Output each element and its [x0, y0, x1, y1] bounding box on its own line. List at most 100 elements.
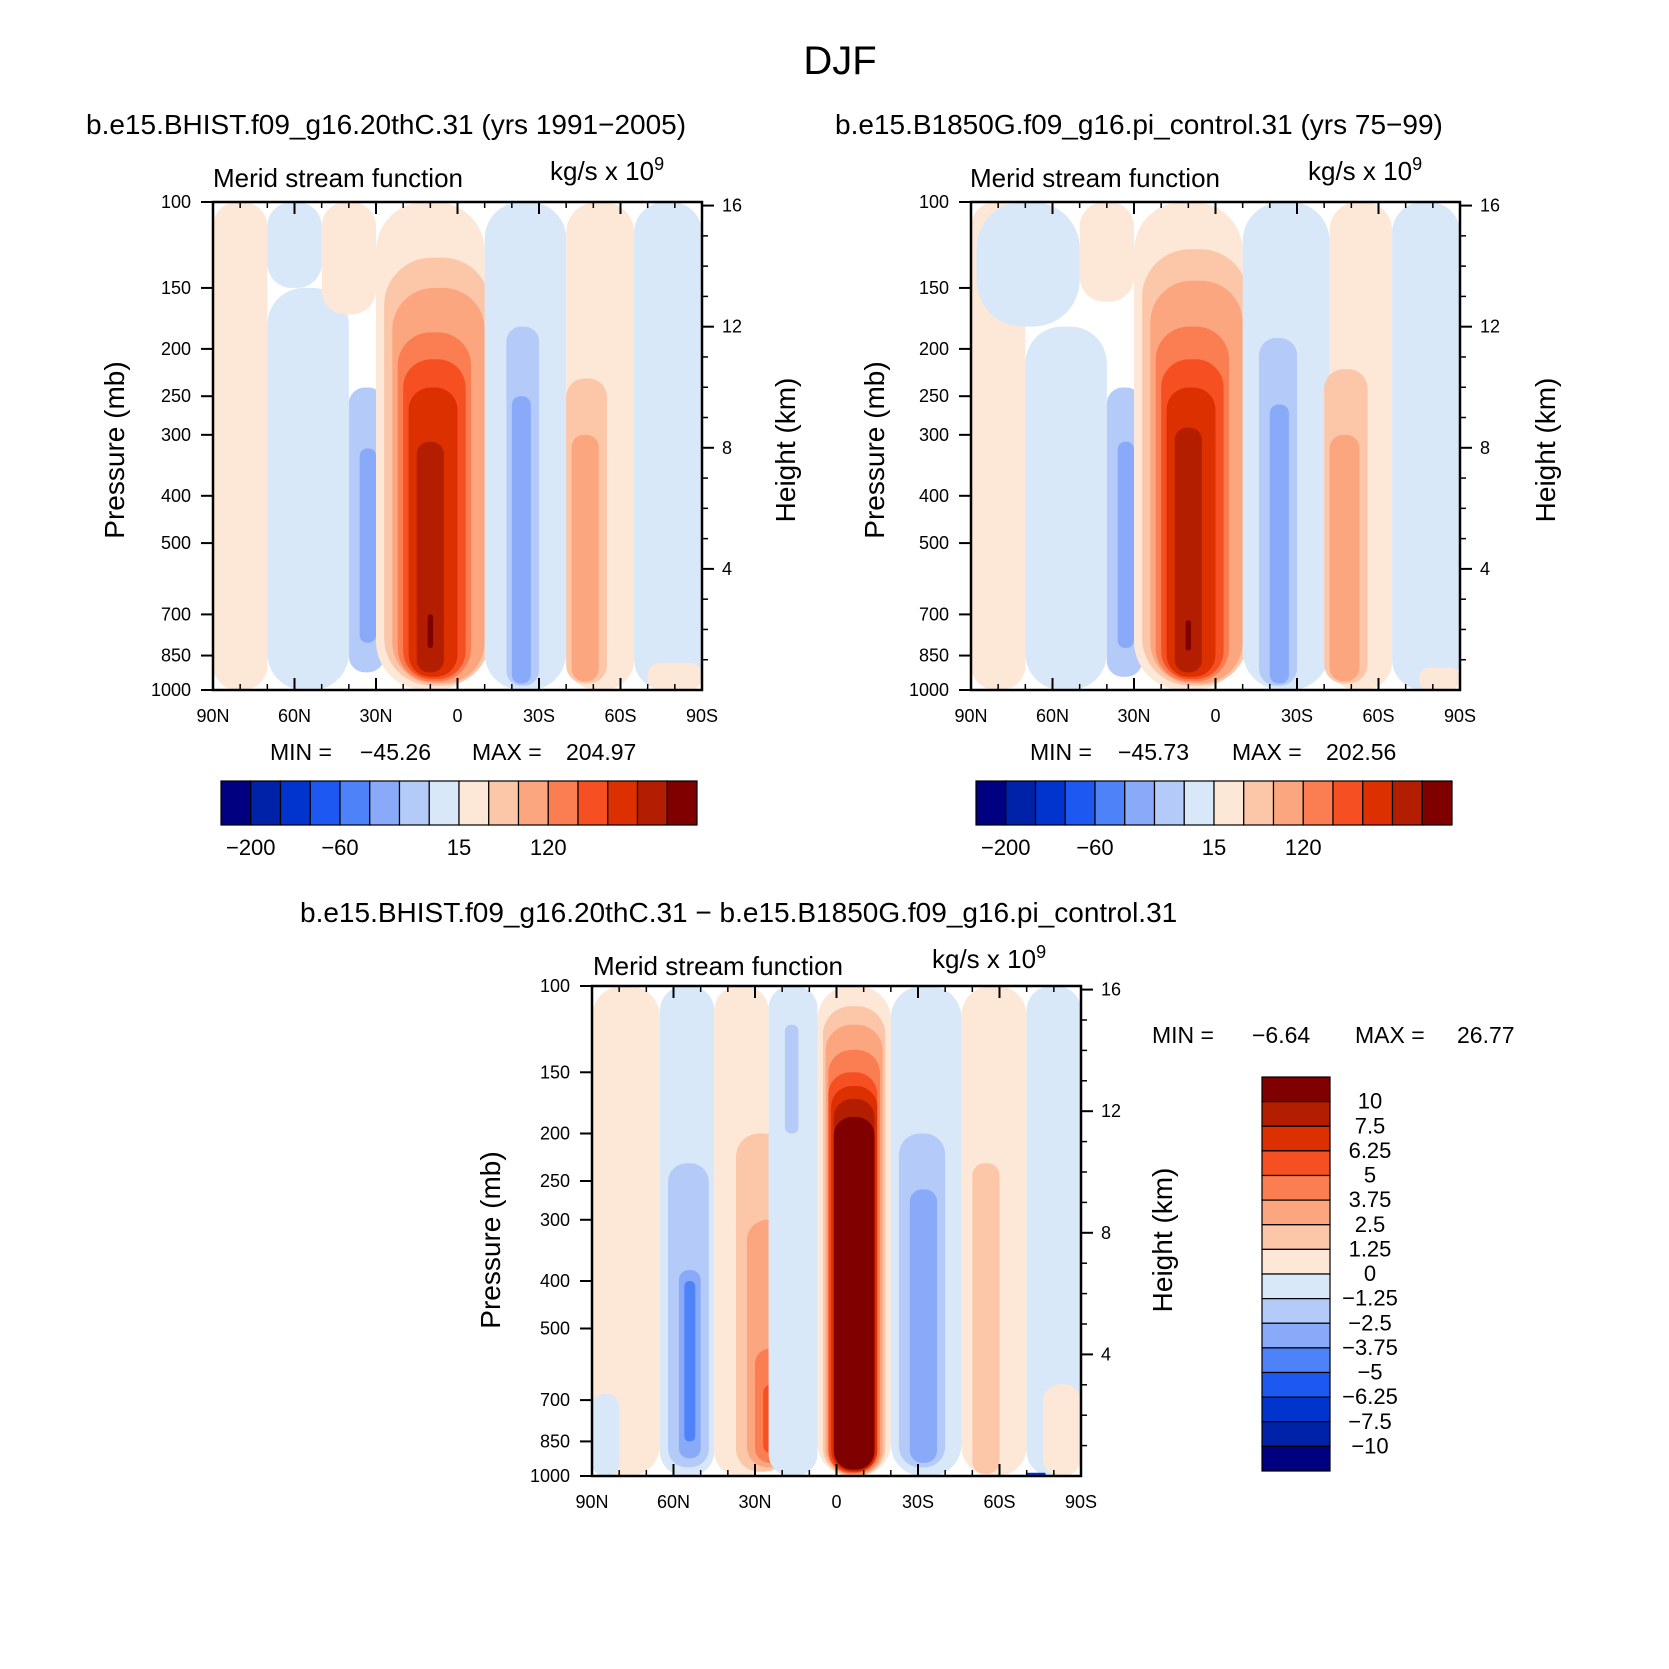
- left-contour-19: [571, 434, 599, 682]
- right-ytick-label: 100: [919, 192, 949, 212]
- left-colorbar-box: [309, 780, 341, 826]
- right-colorbar-box: [1124, 780, 1156, 826]
- right-colorbar-box: [1421, 780, 1453, 826]
- diff-contour-11: [768, 986, 818, 1476]
- left-colorbar-box: [517, 780, 549, 826]
- left-contour-5: [359, 448, 376, 643]
- right-colorbar-box: [1183, 780, 1215, 826]
- right-ytick-label: 700: [919, 604, 949, 624]
- left-colorbar-label: 120: [530, 835, 567, 860]
- diff-colorbar-box: [1261, 1248, 1331, 1275]
- diff-colorbar-box: [1261, 1298, 1331, 1324]
- left-xtick-label: 60S: [604, 706, 636, 726]
- diff-panel: Merid stream function kg/s x 109 90N 60N 3…: [475, 942, 1515, 1512]
- right-units: kg/s x 109: [1308, 154, 1422, 186]
- left-colorbar-label: 15: [447, 835, 471, 860]
- right-ytick-label: 1000: [909, 680, 949, 700]
- diff-contour-26: [1026, 986, 1081, 1476]
- right-colorbar-box: [1302, 780, 1334, 826]
- left-colorbar-box: [339, 780, 371, 826]
- diff-xtick-label: 60N: [657, 1492, 690, 1512]
- diff-plot-title: Merid stream function: [593, 951, 843, 981]
- diff-ytick-label: 1000: [530, 1466, 570, 1486]
- right-xtick-label: 0: [1210, 706, 1220, 726]
- right-colorbar-box: [1005, 780, 1037, 826]
- figure-title: DJF: [803, 39, 876, 83]
- diff-colorbar-label: 7.5: [1355, 1113, 1386, 1138]
- right-colorbar-box: [1034, 780, 1066, 826]
- right-ytick-label: 500: [919, 533, 949, 553]
- diff-contour-25: [972, 1163, 1000, 1474]
- right-colorbar-label: 15: [1202, 835, 1226, 860]
- diff-colorbar-label: 10: [1358, 1089, 1382, 1114]
- right-y2tick-label: 12: [1480, 317, 1500, 337]
- diff-xtick-label: 60S: [983, 1492, 1015, 1512]
- right-contour-5: [1117, 441, 1134, 648]
- left-contour-2: [267, 287, 349, 690]
- diff-contour-1: [592, 1393, 620, 1476]
- left-colorbar-box: [547, 780, 579, 826]
- left-colorbar-box: [577, 780, 609, 826]
- right-ytick-label: 150: [919, 278, 949, 298]
- right-max-label: MAX =: [1232, 739, 1302, 765]
- diff-colorbar-label: 2.5: [1355, 1212, 1386, 1237]
- diff-colorbar-box: [1261, 1076, 1331, 1103]
- diff-min-label: MIN =: [1152, 1022, 1214, 1048]
- right-xtick-label: 90S: [1444, 706, 1476, 726]
- diff-colorbar-label: −7.5: [1348, 1409, 1391, 1434]
- diff-colorbar-box: [1261, 1273, 1331, 1300]
- diff-contour-27: [1042, 1384, 1081, 1476]
- diff-ytick-label: 700: [540, 1390, 570, 1410]
- right-units-base: kg/s x 10: [1308, 156, 1412, 186]
- right-colorbar-box: [1094, 780, 1126, 826]
- left-ytick-label: 1000: [151, 680, 191, 700]
- diff-ytick-label: 150: [540, 1062, 570, 1082]
- diff-ytick-label: 100: [540, 976, 570, 996]
- right-units-exp: 9: [1412, 154, 1422, 174]
- diff-y2tick-label: 12: [1101, 1101, 1121, 1121]
- left-ytick-label: 200: [161, 339, 191, 359]
- diff-xtick-label: 90N: [575, 1492, 608, 1512]
- left-colorbar-box: [428, 780, 460, 826]
- left-ytick-label: 150: [161, 278, 191, 298]
- diff-ytick-label: 200: [540, 1124, 570, 1144]
- left-contour-20: [634, 202, 702, 690]
- diff-xtick-label: 0: [831, 1492, 841, 1512]
- diff-min-value: −6.64: [1252, 1022, 1310, 1048]
- left-y2label: Height (km): [770, 378, 801, 523]
- diff-colorbar-label: 0: [1364, 1261, 1376, 1286]
- left-colorbar-label: −60: [321, 835, 358, 860]
- right-colorbar-label: 120: [1285, 835, 1322, 860]
- right-colorbar-box: [1153, 780, 1185, 826]
- diff-y2tick-label: 8: [1101, 1223, 1111, 1243]
- diff-colorbar-box: [1261, 1347, 1331, 1374]
- left-xtick-label: 60N: [278, 706, 311, 726]
- left-min-label: MIN =: [270, 739, 332, 765]
- diff-colorbar-box: [1261, 1174, 1331, 1201]
- diff-y2tick-label: 4: [1101, 1344, 1111, 1364]
- diff-ytick-label: 400: [540, 1271, 570, 1291]
- right-colorbar-box: [1243, 780, 1275, 826]
- right-panel-title: b.e15.B1850G.f09_g16.pi_control.31 (yrs …: [835, 109, 1443, 140]
- right-ytick-label: 400: [919, 486, 949, 506]
- diff-colorbar-box: [1261, 1150, 1331, 1177]
- left-units: kg/s x 109: [550, 154, 664, 186]
- right-xtick-label: 60S: [1362, 706, 1394, 726]
- left-panel: Merid stream function kg/s x 109 90N 60N 3…: [99, 154, 801, 860]
- diff-max-label: MAX =: [1355, 1022, 1425, 1048]
- right-colorbar-label: −200: [981, 835, 1031, 860]
- diff-ytick-label: 500: [540, 1318, 570, 1338]
- right-contour-1: [976, 202, 1080, 327]
- diff-panel-title: b.e15.BHIST.f09_g16.20thC.31 − b.e15.B18…: [300, 897, 1177, 928]
- left-y2tick-label: 16: [722, 196, 742, 216]
- right-colorbar-box: [1213, 780, 1245, 826]
- right-colorbar-box: [1391, 780, 1423, 826]
- diff-xtick-label: 30N: [738, 1492, 771, 1512]
- right-colorbar-box: [1362, 780, 1394, 826]
- diff-colorbar-box: [1261, 1445, 1331, 1472]
- left-contour-12: [416, 441, 444, 673]
- right-colorbar-box: [1064, 780, 1096, 826]
- right-colorbar-box: [1272, 780, 1304, 826]
- left-xtick-label: 90S: [686, 706, 718, 726]
- diff-colorbar-label: −10: [1351, 1433, 1388, 1458]
